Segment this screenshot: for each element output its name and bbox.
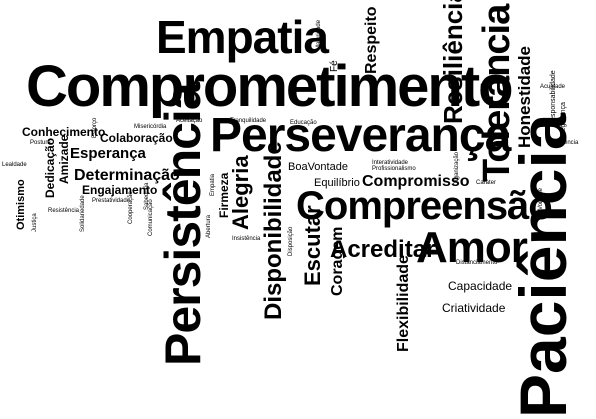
- word-resiliencia: Resiliência: [438, 0, 468, 124]
- word-prestatividade: Prestatividade: [92, 198, 131, 204]
- word-maturidade: Maturidade: [316, 19, 322, 50]
- word-otimismo: Otimismo: [15, 179, 27, 230]
- word-carater: Caráter: [476, 180, 497, 186]
- word-educacao: Educação: [290, 120, 317, 126]
- word-comprometimento: Comprometimento: [26, 54, 514, 119]
- word-escutar: Escutar: [300, 205, 325, 286]
- word-disponibilidade: Disponibilidade: [260, 141, 287, 320]
- word-equilibrio: Equilíbrio: [314, 177, 360, 189]
- word-cooperacao: Cooperação: [128, 191, 134, 224]
- word-acuidade: Acuidade: [540, 84, 566, 90]
- word-justica: Justiça: [32, 213, 38, 232]
- word-flexibilidade: Flexibilidade: [395, 255, 412, 352]
- word-empatia-small: Empatia: [210, 173, 216, 196]
- word-coragem: Coragem: [329, 226, 346, 296]
- word-postura: Postura: [30, 140, 51, 146]
- word-acreditar: Acreditar: [330, 236, 436, 263]
- word-tolerancia: Tolerância: [476, 4, 518, 182]
- word-abertura: Abertura: [206, 214, 212, 238]
- word-sabedoria: Sabedoria: [144, 182, 150, 210]
- word-determinacao: Determinação: [74, 167, 180, 184]
- word-alegria: Alegria: [228, 155, 253, 230]
- word-respeito: Respeito: [363, 6, 380, 74]
- word-solidariedade: Solidariedade: [80, 195, 86, 232]
- word-empatia: Empatia: [156, 11, 329, 63]
- word-tranquilidade: Tranquilidade: [230, 118, 267, 124]
- word-insistencia: Insistência: [232, 236, 261, 242]
- word-lealdade: Lealdade: [2, 162, 27, 168]
- word-firmeza: Firmeza: [217, 172, 231, 218]
- word-resistencia: Resistência: [48, 208, 80, 214]
- word-aceitacao: Aceitação: [176, 118, 203, 124]
- word-seguranca: Segurança: [560, 102, 567, 136]
- word-engajamento: Engajamento: [82, 183, 158, 197]
- word-perseveranca: Perseverança: [210, 109, 511, 162]
- word-interatividade: Interatividade: [372, 160, 409, 166]
- word-responsabilidade: Responsabilidade: [550, 70, 557, 126]
- word-compreensao: Compreensão: [296, 184, 553, 228]
- word-esperanca: Esperança: [70, 145, 146, 162]
- word-esforco: Esforço: [92, 117, 98, 138]
- word-distanciamento: Distanciamento: [456, 260, 498, 266]
- word-conhecimento: Conhecimento: [22, 125, 106, 139]
- word-criatividade: Criatividade: [442, 301, 506, 315]
- word-dedicacao: Dedicação: [43, 137, 57, 198]
- word-honestidade: Honestidade: [515, 45, 534, 148]
- word-colaboracao: Colaboração: [100, 131, 173, 145]
- word-fe: Fé: [329, 60, 340, 72]
- word-disposicao: Disposição: [288, 226, 294, 256]
- word-organizacao: Organização: [454, 151, 460, 186]
- word-profissionalismo: Profissionalismo: [372, 166, 416, 172]
- word-inteligencia: Inteligência: [548, 140, 579, 146]
- word-vontade: Vontade: [538, 187, 544, 210]
- word-misericordia: Misericórdia: [134, 124, 167, 130]
- word-amizade: Amizade: [57, 134, 71, 184]
- word-amor: Amor: [416, 223, 528, 272]
- word-boavontade: BoaVontade: [288, 161, 348, 173]
- word-capacidade: Capacidade: [448, 279, 513, 293]
- word-compromisso: Compromisso: [362, 173, 470, 190]
